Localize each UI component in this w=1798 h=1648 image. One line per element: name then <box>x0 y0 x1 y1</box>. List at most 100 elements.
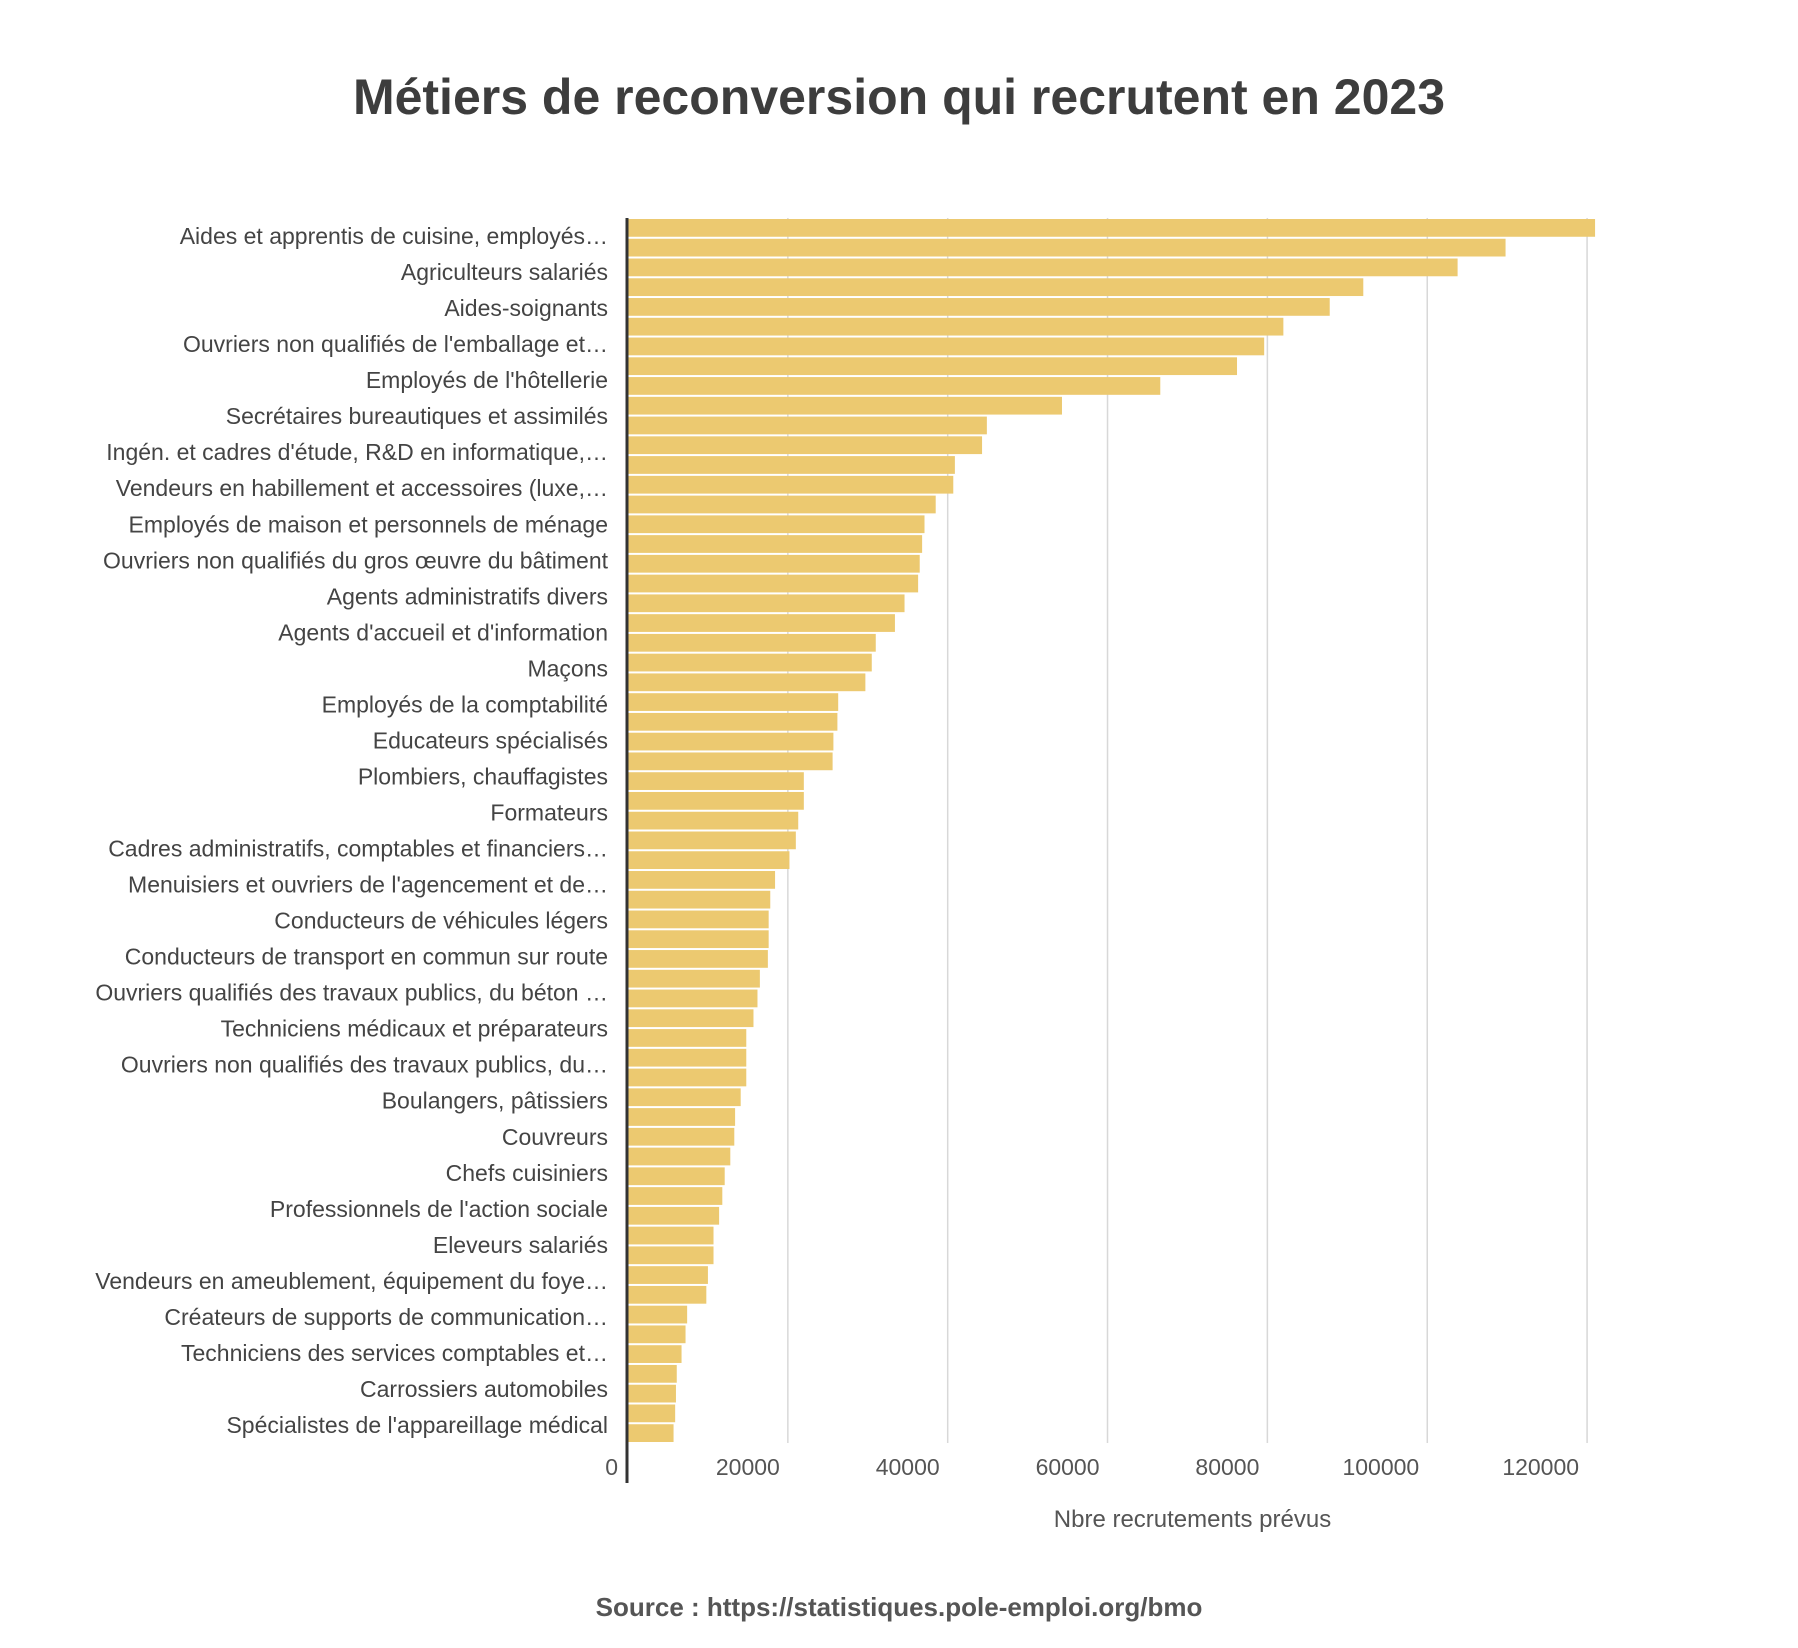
category-label: Employés de maison et personnels de ména… <box>129 511 608 537</box>
bar <box>628 258 1458 277</box>
bar <box>628 890 771 909</box>
bar <box>628 1068 747 1087</box>
bar <box>628 1325 686 1344</box>
bar <box>628 1088 741 1107</box>
x-tick-label: 40000 <box>876 1454 940 1480</box>
category-label: Menuisiers et ouvriers de l'agencement e… <box>128 872 608 898</box>
category-label: Conducteurs de véhicules légers <box>274 908 608 934</box>
category-label: Plombiers, chauffagistes <box>358 763 608 789</box>
bar <box>628 1364 677 1383</box>
bar <box>628 1108 736 1126</box>
category-label: Employés de la comptabilité <box>322 691 608 717</box>
category-label: Ouvriers non qualifiés de l'emballage et… <box>183 331 608 357</box>
bar <box>628 456 955 474</box>
bar <box>628 574 919 593</box>
category-label: Aides et apprentis de cuisine, employés… <box>180 223 608 249</box>
bar <box>628 535 923 553</box>
bar <box>628 1009 754 1028</box>
bar <box>628 772 804 790</box>
bar <box>628 950 768 968</box>
category-label: Techniciens des services comptables et… <box>181 1340 608 1366</box>
bar <box>628 831 796 850</box>
category-label: Eleveurs salariés <box>433 1232 608 1258</box>
bar <box>628 594 905 613</box>
bar <box>628 1285 707 1304</box>
bar <box>628 396 1062 415</box>
bar <box>628 910 769 929</box>
bar <box>628 871 776 889</box>
bar <box>628 416 987 435</box>
category-label: Agents administratifs divers <box>327 583 608 609</box>
bar <box>628 712 838 731</box>
bar <box>628 337 1265 356</box>
bar <box>628 614 895 632</box>
bar <box>628 436 983 455</box>
bars <box>628 219 1596 1442</box>
category-label: Agents d'accueil et d'information <box>278 619 608 645</box>
bar <box>628 219 1596 237</box>
x-tick-label: 60000 <box>1036 1454 1100 1480</box>
bar <box>628 989 758 1008</box>
category-label: Boulangers, pâtissiers <box>382 1088 608 1114</box>
x-tick-label: 100000 <box>1342 1454 1419 1480</box>
bar <box>628 1029 747 1047</box>
bar <box>628 495 936 514</box>
bar <box>628 278 1364 297</box>
category-label: Ouvriers qualifiés des travaux publics, … <box>95 980 608 1006</box>
category-label: Chefs cuisiniers <box>446 1160 608 1186</box>
category-label: Professionnels de l'action sociale <box>270 1196 608 1222</box>
bar <box>628 1246 714 1265</box>
bar <box>628 851 790 870</box>
category-label: Educateurs spécialisés <box>373 727 608 753</box>
bar <box>628 1127 735 1146</box>
category-label: Employés de l'hôtellerie <box>366 367 608 393</box>
x-tick-label: 20000 <box>716 1454 780 1480</box>
bar <box>628 238 1506 257</box>
x-tick-labels: 0 20000 40000 60000 80000 100000 120000 <box>605 1454 1579 1480</box>
bar <box>628 515 925 534</box>
category-labels: Aides et apprentis de cuisine, employés…… <box>95 223 608 1438</box>
chart-title: Métiers de reconversion qui recrutent en… <box>352 69 1446 125</box>
bar <box>628 811 799 830</box>
source-note: Source : https://statistiques.pole-emplo… <box>595 1592 1203 1622</box>
bar <box>628 969 760 988</box>
x-tick-label: 80000 <box>1195 1454 1259 1480</box>
x-tick-label: 0 <box>605 1454 618 1480</box>
bar <box>628 752 833 771</box>
bar <box>628 791 804 810</box>
bar <box>628 1226 714 1245</box>
bar <box>628 377 1161 395</box>
category-label: Aides-soignants <box>444 295 608 321</box>
bar <box>628 1384 676 1403</box>
bar <box>628 1147 731 1166</box>
x-tick-label: 120000 <box>1502 1454 1579 1480</box>
category-label: Créateurs de supports de communication… <box>164 1304 608 1330</box>
bar <box>628 475 954 494</box>
category-label: Vendeurs en ameublement, équipement du f… <box>95 1268 608 1294</box>
bar <box>628 1305 688 1324</box>
category-label: Couvreurs <box>502 1124 608 1150</box>
category-label: Agriculteurs salariés <box>401 259 608 285</box>
bar <box>628 317 1284 336</box>
bar-chart: Aides et apprentis de cuisine, employés…… <box>95 218 1596 1533</box>
category-label: Spécialistes de l'appareillage médical <box>226 1412 608 1438</box>
x-axis-title: Nbre recrutements prévus <box>1054 1506 1331 1533</box>
category-label: Techniciens médicaux et préparateurs <box>221 1016 608 1042</box>
category-label: Formateurs <box>490 799 608 825</box>
bar <box>628 1266 708 1284</box>
bar <box>628 1206 720 1225</box>
category-label: Ouvriers non qualifiés du gros œuvre du … <box>103 547 609 573</box>
category-label: Conducteurs de transport en commun sur r… <box>125 944 608 970</box>
bar <box>628 1424 674 1442</box>
bar <box>628 673 866 692</box>
bar <box>628 732 834 751</box>
bar <box>628 1187 723 1205</box>
bar <box>628 554 920 573</box>
category-label: Cadres administratifs, comptables et fin… <box>108 836 608 862</box>
bar <box>628 357 1238 376</box>
bar <box>628 1345 682 1363</box>
bar <box>628 633 876 652</box>
category-label: Vendeurs en habillement et accessoires (… <box>116 475 608 501</box>
bar <box>628 693 839 711</box>
category-label: Ingén. et cadres d'étude, R&D en informa… <box>106 439 608 465</box>
